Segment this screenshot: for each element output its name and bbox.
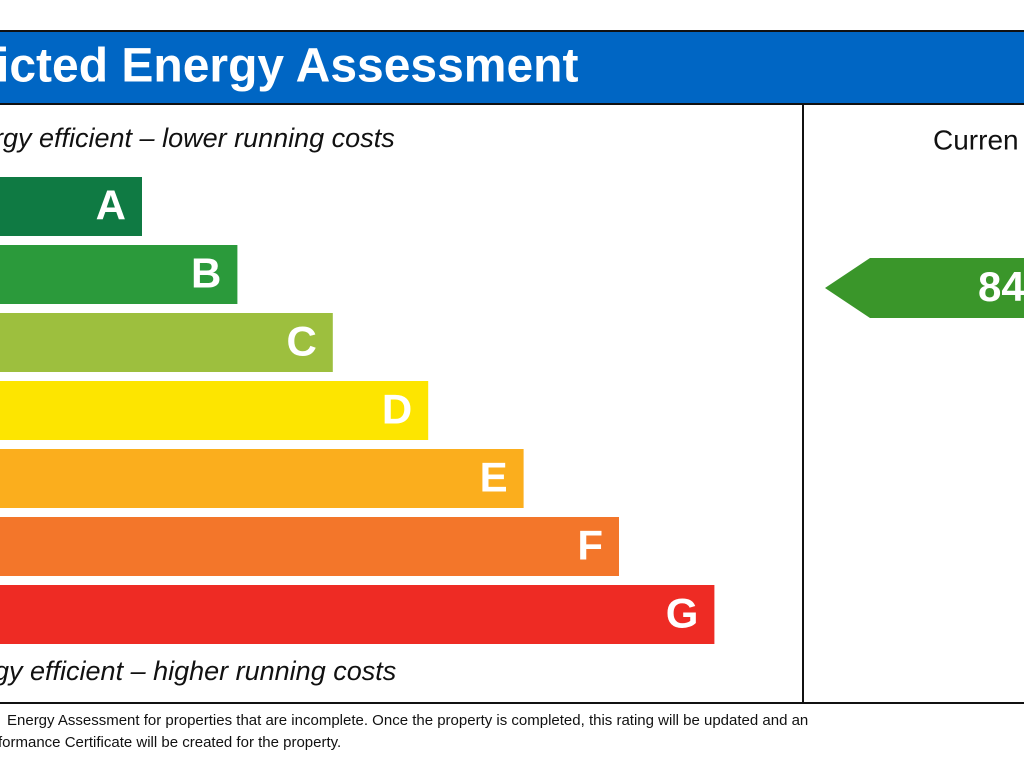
current-rating: 84	[978, 263, 1024, 310]
rating-band	[0, 517, 619, 576]
rating-band	[0, 449, 524, 508]
rating-band	[0, 381, 429, 440]
header-bar	[0, 30, 1024, 105]
band-letter: C	[286, 318, 316, 365]
band-letter: G	[666, 590, 699, 637]
rating-band	[0, 313, 333, 372]
panel-border	[0, 103, 1024, 704]
top-note: rgy efficient – lower running costs	[0, 123, 395, 153]
band-letter: F	[577, 522, 603, 569]
band-letter: D	[382, 386, 412, 433]
current-heading: Curren	[933, 124, 1019, 155]
rating-bands: A B C D E F G	[0, 177, 715, 644]
current-arrow	[825, 258, 1024, 318]
rating-band	[0, 585, 715, 644]
band-letter: A	[96, 182, 126, 229]
rating-band	[0, 177, 142, 236]
header-title: icted Energy Assessment	[0, 40, 578, 93]
band-letter: E	[480, 454, 508, 501]
band-letter: B	[191, 250, 221, 297]
footnote-line: Energy Assessment for properties that ar…	[7, 712, 808, 729]
rating-band	[0, 245, 238, 304]
footnote-line: formance Certificate will be created for…	[0, 734, 341, 751]
bottom-note: gy efficient – higher running costs	[0, 656, 396, 686]
